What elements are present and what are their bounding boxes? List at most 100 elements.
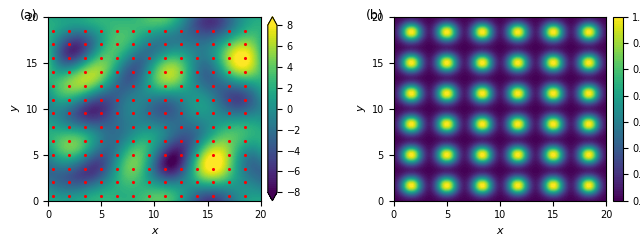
Point — [144, 153, 154, 157]
Point — [160, 84, 170, 88]
Point — [240, 125, 250, 129]
Point — [240, 56, 250, 60]
Point — [64, 29, 74, 33]
Point — [176, 70, 186, 74]
Point — [192, 111, 202, 115]
Point — [144, 194, 154, 198]
Point — [48, 56, 58, 60]
Point — [208, 56, 218, 60]
Point — [224, 29, 234, 33]
Point — [112, 180, 122, 184]
Point — [160, 167, 170, 170]
Point — [64, 84, 74, 88]
Point — [208, 29, 218, 33]
Point — [64, 98, 74, 101]
Point — [240, 167, 250, 170]
Point — [192, 84, 202, 88]
Point — [112, 29, 122, 33]
Point — [96, 42, 106, 46]
Point — [176, 180, 186, 184]
Point — [208, 111, 218, 115]
Point — [80, 111, 90, 115]
Point — [160, 194, 170, 198]
Point — [80, 70, 90, 74]
Point — [240, 98, 250, 101]
Point — [224, 42, 234, 46]
Point — [224, 56, 234, 60]
Point — [64, 153, 74, 157]
Point — [176, 98, 186, 101]
Point — [144, 70, 154, 74]
Point — [192, 56, 202, 60]
Point — [64, 111, 74, 115]
Point — [128, 84, 138, 88]
Point — [240, 111, 250, 115]
Point — [64, 125, 74, 129]
Point — [48, 180, 58, 184]
Point — [208, 139, 218, 143]
Point — [80, 153, 90, 157]
Point — [176, 29, 186, 33]
Point — [192, 29, 202, 33]
Point — [48, 194, 58, 198]
Point — [160, 29, 170, 33]
Point — [224, 125, 234, 129]
Point — [224, 139, 234, 143]
Point — [144, 42, 154, 46]
Point — [240, 139, 250, 143]
Point — [224, 180, 234, 184]
Point — [176, 84, 186, 88]
Point — [240, 29, 250, 33]
Point — [112, 84, 122, 88]
Point — [208, 42, 218, 46]
Point — [112, 139, 122, 143]
Point — [160, 111, 170, 115]
Point — [144, 139, 154, 143]
Point — [112, 111, 122, 115]
Point — [192, 70, 202, 74]
Point — [48, 84, 58, 88]
Point — [48, 125, 58, 129]
Point — [96, 125, 106, 129]
Point — [112, 70, 122, 74]
Point — [80, 42, 90, 46]
Point — [208, 153, 218, 157]
Point — [160, 70, 170, 74]
Point — [208, 84, 218, 88]
Point — [240, 70, 250, 74]
Point — [144, 180, 154, 184]
Point — [80, 139, 90, 143]
Text: (b): (b) — [366, 9, 383, 22]
Point — [224, 111, 234, 115]
Point — [144, 125, 154, 129]
Point — [240, 153, 250, 157]
Point — [208, 180, 218, 184]
Point — [128, 180, 138, 184]
Point — [96, 70, 106, 74]
Point — [144, 84, 154, 88]
Point — [48, 153, 58, 157]
Point — [128, 125, 138, 129]
Point — [48, 98, 58, 101]
Point — [192, 153, 202, 157]
Point — [224, 98, 234, 101]
Point — [160, 139, 170, 143]
Point — [176, 56, 186, 60]
Point — [224, 194, 234, 198]
Point — [208, 98, 218, 101]
Point — [176, 42, 186, 46]
Point — [128, 56, 138, 60]
Point — [192, 42, 202, 46]
Point — [240, 84, 250, 88]
Point — [80, 167, 90, 170]
Point — [176, 153, 186, 157]
Point — [224, 153, 234, 157]
Point — [160, 56, 170, 60]
Point — [128, 153, 138, 157]
Point — [128, 167, 138, 170]
Point — [64, 42, 74, 46]
Point — [80, 194, 90, 198]
Point — [192, 125, 202, 129]
X-axis label: x: x — [151, 226, 157, 236]
Point — [112, 153, 122, 157]
